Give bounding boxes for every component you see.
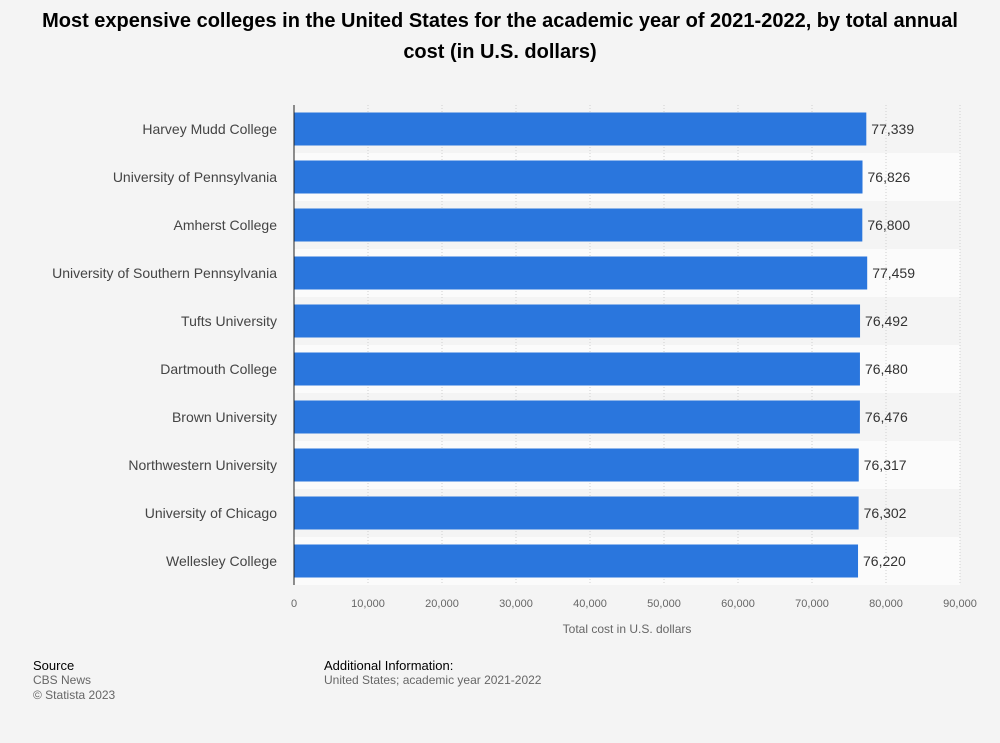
bar <box>294 448 859 482</box>
chart-plot: Harvey Mudd College University of Pennsyl… <box>52 105 977 636</box>
bar <box>294 208 863 242</box>
additional-info-heading: Additional Information: <box>324 658 454 673</box>
x-tick-label: 90,000 <box>943 598 977 610</box>
category-label: Harvey Mudd College <box>142 121 277 137</box>
category-label: Wellesley College <box>166 553 277 569</box>
data-label: 76,317 <box>864 457 907 473</box>
bar <box>294 160 863 194</box>
category-label: University of Southern Pennsylvania <box>52 265 277 281</box>
additional-info-text: United States; academic year 2021-2022 <box>324 673 542 687</box>
additional-info-block: Additional Information: United States; a… <box>324 658 541 688</box>
x-tick-label: 50,000 <box>647 598 681 610</box>
category-label: Dartmouth College <box>160 361 277 377</box>
bar <box>294 400 860 434</box>
chart-title: Most expensive colleges in the United St… <box>42 10 958 63</box>
x-tick-label: 40,000 <box>573 598 607 610</box>
bar <box>294 496 859 530</box>
source-name[interactable]: CBS News <box>33 673 92 687</box>
data-label: 76,476 <box>865 409 908 425</box>
copyright[interactable]: © Statista 2023 <box>33 688 116 702</box>
bar <box>294 544 859 578</box>
category-label: Amherst College <box>174 217 278 233</box>
data-label: 77,459 <box>872 265 915 281</box>
category-label: Tufts University <box>181 313 277 329</box>
x-axis-title: Total cost in U.S. dollars <box>563 622 692 636</box>
category-label: Northwestern University <box>128 457 277 473</box>
data-label: 76,800 <box>867 217 910 233</box>
data-label: 77,339 <box>871 121 914 137</box>
data-label: 76,826 <box>868 169 911 185</box>
bar <box>294 304 861 338</box>
x-tick-label: 30,000 <box>499 598 533 610</box>
bar <box>294 256 868 290</box>
category-label: University of Pennsylvania <box>113 169 277 185</box>
source-heading: Source <box>33 658 75 673</box>
source-block: Source CBS News © Statista 2023 <box>33 658 115 703</box>
x-tick-label: 70,000 <box>795 598 829 610</box>
category-label: University of Chicago <box>145 505 277 521</box>
x-tick-label: 20,000 <box>425 598 459 610</box>
x-tick-label: 80,000 <box>869 598 903 610</box>
data-label: 76,492 <box>865 313 908 329</box>
bar <box>294 352 860 386</box>
x-tick-label: 60,000 <box>721 598 755 610</box>
category-label: Brown University <box>172 409 277 425</box>
data-label: 76,220 <box>863 553 906 569</box>
x-tick-label: 0 <box>291 598 297 610</box>
x-tick-label: 10,000 <box>351 598 385 610</box>
data-label: 76,302 <box>864 505 907 521</box>
bar <box>294 112 867 146</box>
data-label: 76,480 <box>865 361 908 377</box>
